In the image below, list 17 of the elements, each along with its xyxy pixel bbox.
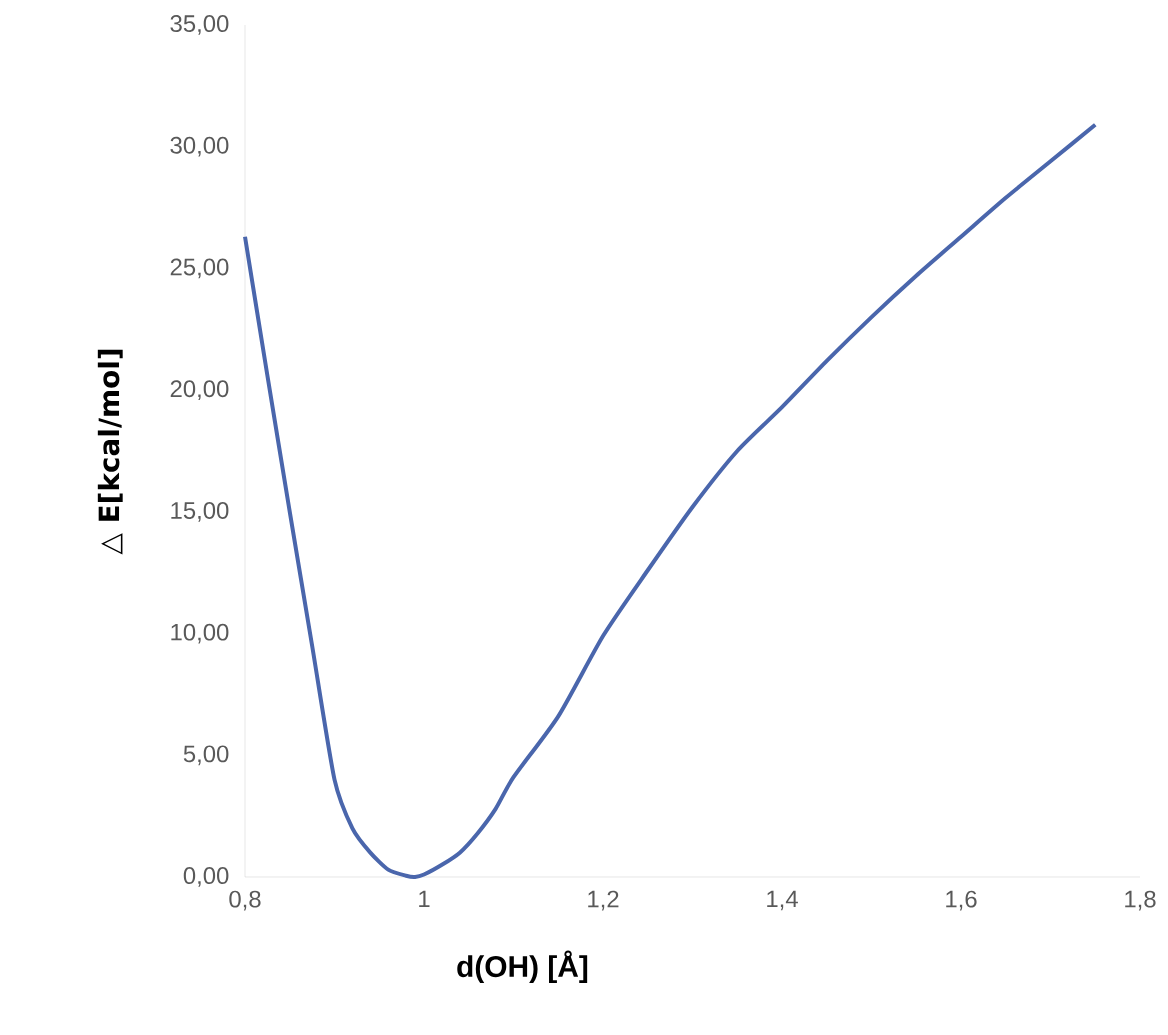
y-tick-label: 30,00 (170, 136, 229, 157)
x-tick-label: 0,8 (229, 890, 261, 911)
y-tick-label: 35,00 (170, 15, 229, 35)
y-tick-label: 15,00 (171, 501, 229, 522)
x-tick-label: 1,2 (588, 890, 619, 911)
y-tick-label: 5,00 (183, 745, 229, 766)
y-axis-title: △ E[kcal/mol] (97, 349, 123, 555)
y-tick-label: 20,00 (170, 380, 229, 401)
y-tick-label: 10,00 (171, 623, 229, 644)
x-tick-label: 1,8 (1125, 890, 1156, 911)
x-tick-label: 1 (419, 890, 430, 908)
line-series (243, 122, 1098, 879)
x-tick-label: 1,4 (767, 890, 798, 911)
y-tick-label: 25,00 (170, 258, 229, 279)
y-tick-label: 0,00 (183, 867, 229, 887)
x-axis-title: d(OH) [Å] (457, 950, 588, 984)
x-tick-label: 1,6 (946, 890, 977, 911)
